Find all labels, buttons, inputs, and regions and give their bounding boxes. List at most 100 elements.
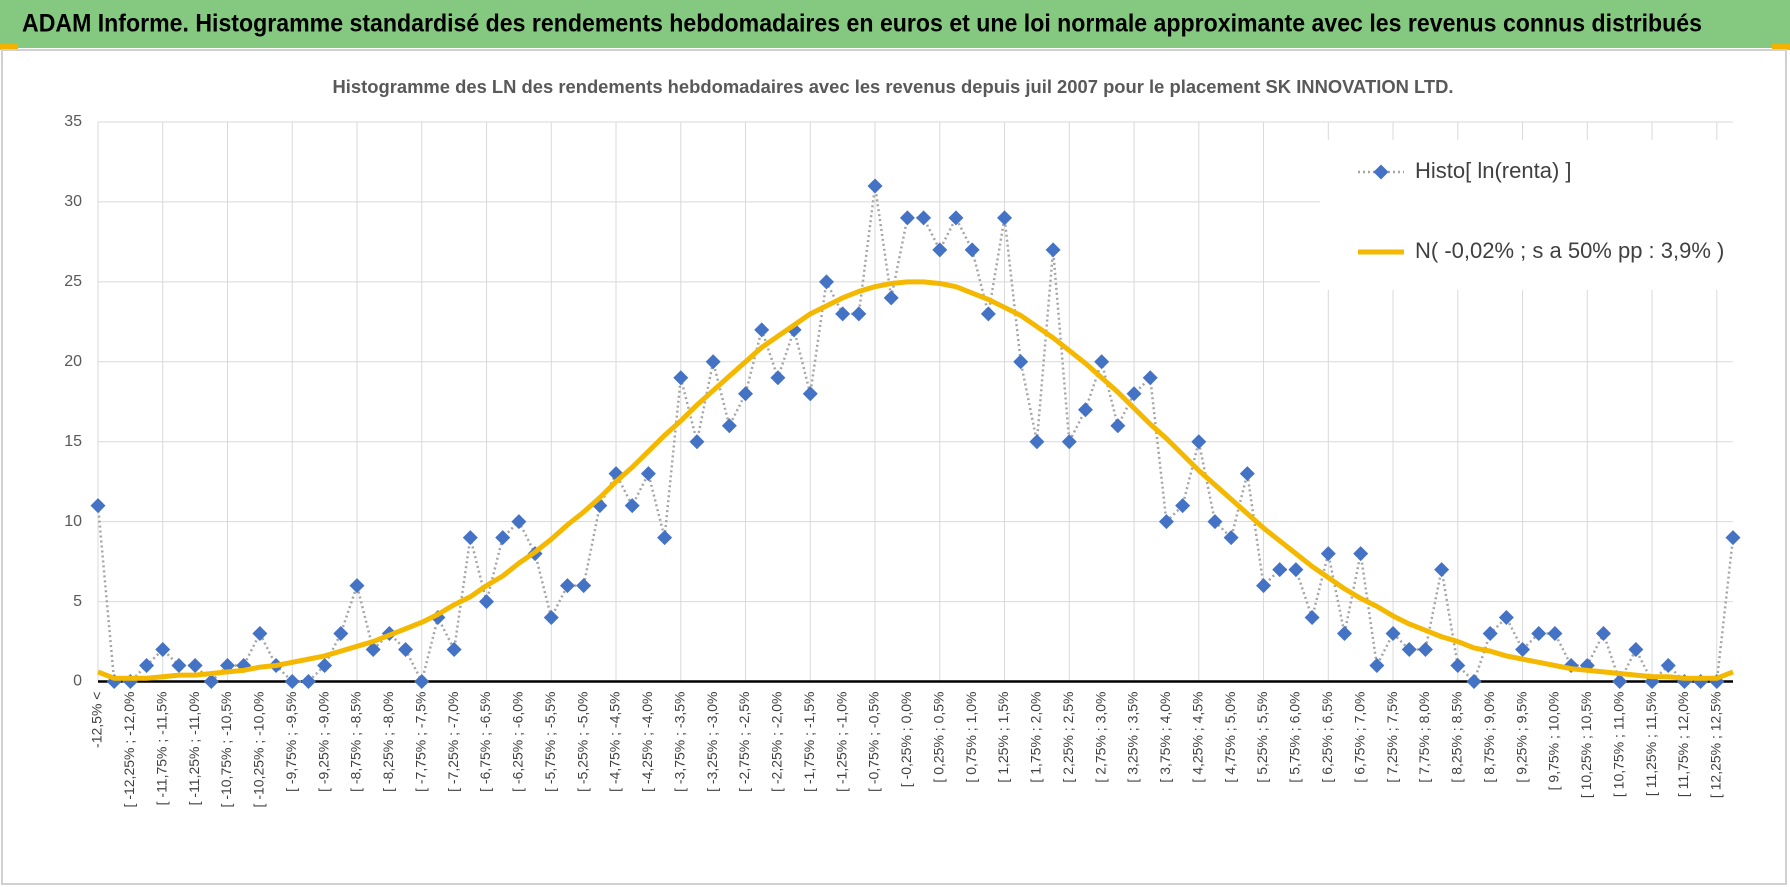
header-bar [0, 0, 1790, 48]
x-tick-label: [ 6,75% ; 7,0% [1351, 692, 1367, 783]
data-point [1256, 578, 1272, 594]
x-tick-label: [ -1,75% ; -1,5% [801, 692, 817, 792]
data-point [1158, 514, 1174, 530]
data-point [721, 418, 737, 434]
data-point [284, 674, 300, 689]
data-point [1450, 658, 1466, 674]
data-point [252, 626, 268, 642]
x-tick-label: [ -7,75% ; -7,5% [412, 692, 428, 792]
data-point [1126, 386, 1142, 402]
x-tick-label: [ -5,25% ; -5,0% [574, 692, 590, 792]
data-point [317, 658, 333, 674]
data-point [1385, 626, 1401, 642]
data-point [187, 658, 203, 674]
x-tick-label: [ -2,75% ; -2,5% [736, 692, 752, 792]
data-point [1434, 562, 1450, 578]
data-point [462, 530, 478, 546]
data-point [139, 658, 155, 674]
x-tick-label: [ -8,25% ; -8,0% [380, 692, 396, 792]
x-tick-label: [ -6,25% ; -6,0% [510, 692, 526, 792]
x-tick-label: [ -2,25% ; -2,0% [769, 692, 785, 792]
data-point [657, 530, 673, 546]
x-tick-label: [ -7,25% ; -7,0% [445, 692, 461, 792]
x-tick-label: [ 9,75% ; 10,0% [1546, 692, 1562, 791]
y-tick-label: 25 [64, 273, 82, 290]
data-point [1272, 562, 1288, 578]
x-tick-label: [ -0,75% ; -0,5% [866, 692, 882, 792]
x-tick-label: [ 2,25% ; 2,5% [1060, 692, 1076, 783]
data-point [1498, 610, 1514, 626]
x-tick-label: [ 3,75% ; 4,0% [1157, 692, 1173, 783]
data-point [1304, 610, 1320, 626]
y-tick-label: 30 [64, 193, 82, 210]
data-point [1207, 514, 1223, 530]
data-point [1401, 642, 1417, 658]
data-point [1320, 546, 1336, 562]
x-tick-label: [ 0,25% ; 0,5% [930, 692, 946, 783]
x-tick-label: [ -3,75% ; -3,5% [671, 692, 687, 792]
data-point [851, 306, 867, 322]
legend-marker [1373, 164, 1389, 180]
x-tick-label: [ 10,25% ; 10,5% [1578, 692, 1594, 799]
data-point [1045, 242, 1061, 258]
x-tick-label: [ 4,75% ; 5,0% [1222, 692, 1238, 783]
y-tick-label: 5 [73, 593, 82, 610]
x-tick-label: [ -6,75% ; -6,5% [477, 692, 493, 792]
x-tick-label: [ 0,75% ; 1,0% [963, 692, 979, 783]
legend-label: Histo[ ln(renta) ] [1415, 158, 1572, 183]
data-point [1482, 626, 1498, 642]
y-tick-label: 35 [64, 113, 82, 130]
x-tick-label: [ 4,25% ; 4,5% [1189, 692, 1205, 783]
x-tick-label: [ 2,75% ; 3,0% [1092, 692, 1108, 783]
data-point [1013, 354, 1029, 370]
data-point [495, 530, 511, 546]
data-point [770, 370, 786, 386]
data-point [997, 210, 1013, 226]
data-point [365, 642, 381, 658]
data-point [673, 370, 689, 386]
data-point [738, 386, 754, 402]
data-point [414, 674, 430, 689]
data-point [576, 578, 592, 594]
data-point [964, 242, 980, 258]
data-point [1725, 530, 1741, 546]
data-point [1223, 530, 1239, 546]
data-point [1061, 434, 1077, 450]
chart-border [1, 49, 1787, 885]
data-point [1110, 418, 1126, 434]
x-tick-label: -12,5% < [89, 692, 105, 748]
data-point [1142, 370, 1158, 386]
data-point [1417, 642, 1433, 658]
data-point [1239, 466, 1255, 482]
x-tick-label: [ 11,25% ; 11,5% [1643, 692, 1659, 797]
data-point [155, 642, 171, 658]
data-point [1094, 354, 1110, 370]
data-point [1612, 674, 1628, 689]
data-point [802, 386, 818, 402]
x-tick-label: [ -9,75% ; -9,5% [283, 692, 299, 792]
x-tick-label: [ -4,75% ; -4,5% [607, 692, 623, 792]
legend-label: N( -0,02% ; s a 50% pp : 3,9% ) [1415, 238, 1724, 263]
x-tick-label: [ -8,75% ; -8,5% [348, 692, 364, 792]
data-point [1175, 498, 1191, 514]
data-point [948, 210, 964, 226]
data-point [818, 274, 834, 290]
data-point [640, 466, 656, 482]
x-tick-label: [ 8,75% ; 9,0% [1481, 692, 1497, 783]
x-tick-label: [ 7,75% ; 8,0% [1416, 692, 1432, 783]
data-point [479, 594, 495, 610]
x-tick-label: [ -5,75% ; -5,5% [542, 692, 558, 792]
data-point [624, 498, 640, 514]
data-point [543, 610, 559, 626]
x-tick-label: [ -12,25% ; -12,0% [121, 692, 137, 808]
x-tick-label: [ -1,25% ; -1,0% [833, 692, 849, 792]
data-point [1077, 402, 1093, 418]
data-point [1595, 626, 1611, 642]
x-tick-label: [ -4,25% ; -4,0% [639, 692, 655, 792]
corner [0, 44, 18, 50]
legend-box [1320, 140, 1745, 290]
data-point [1029, 434, 1045, 450]
data-point [1353, 546, 1369, 562]
x-tick-label: [ 5,25% ; 5,5% [1254, 692, 1270, 783]
